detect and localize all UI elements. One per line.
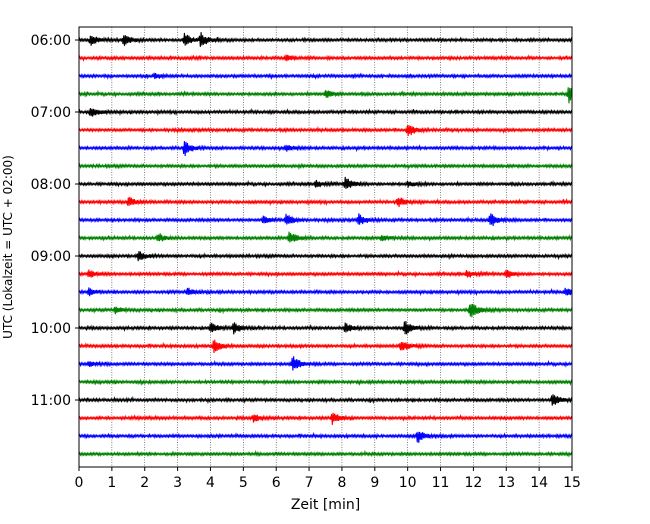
trace-1030 bbox=[78, 356, 573, 371]
x-tick-label: 6 bbox=[272, 475, 281, 491]
trace-1115 bbox=[78, 412, 573, 425]
y-tick-label: 06:00 bbox=[31, 33, 71, 49]
y-tick-label: 11:00 bbox=[31, 393, 71, 409]
x-tick-label: 3 bbox=[173, 475, 182, 491]
trace-0845 bbox=[78, 231, 573, 243]
x-tick-label: 11 bbox=[432, 475, 450, 491]
trace-1130 bbox=[78, 431, 573, 443]
plot-frame bbox=[78, 26, 573, 468]
trace-0900 bbox=[78, 251, 573, 262]
trace-0715 bbox=[78, 124, 573, 137]
trace-0830 bbox=[78, 213, 573, 227]
x-tick-label: 13 bbox=[497, 475, 515, 491]
x-tick-label: 5 bbox=[239, 475, 248, 491]
trace-1015 bbox=[78, 339, 573, 354]
x-tick-label: 14 bbox=[530, 475, 548, 491]
y-tick-label: 07:00 bbox=[31, 105, 71, 121]
trace-0645 bbox=[78, 87, 573, 104]
x-axis-label: Zeit [min] bbox=[291, 497, 360, 513]
x-tick-label: 4 bbox=[206, 475, 215, 491]
trace-0945 bbox=[78, 303, 573, 318]
trace-0745 bbox=[78, 162, 573, 171]
trace-0800 bbox=[78, 176, 573, 189]
trace-0730 bbox=[78, 141, 573, 156]
y-tick-label: 10:00 bbox=[31, 321, 71, 337]
trace-0630 bbox=[78, 72, 573, 81]
trace-1145 bbox=[78, 449, 573, 458]
trace-1000 bbox=[78, 321, 573, 335]
trace-layer bbox=[78, 32, 573, 458]
x-tick-label: 10 bbox=[399, 475, 417, 491]
x-tick-label: 1 bbox=[107, 475, 116, 491]
x-tick-label: 9 bbox=[370, 475, 379, 491]
trace-1100 bbox=[78, 394, 573, 406]
trace-0915 bbox=[78, 269, 573, 278]
x-tick-label: 15 bbox=[563, 475, 581, 491]
y-tick-label: 09:00 bbox=[31, 249, 71, 265]
trace-0700 bbox=[78, 107, 573, 117]
tick-layer: 0 1 2 3 4 5 6 7 8 9 10 11 12 13 14 1506:0007:0008:0009:… bbox=[31, 33, 581, 491]
trace-1045 bbox=[78, 378, 573, 387]
trace-0815 bbox=[78, 196, 573, 208]
x-tick-label: 12 bbox=[464, 475, 482, 491]
x-tick-label: 2 bbox=[140, 475, 149, 491]
trace-0930 bbox=[78, 287, 573, 297]
trace-0600 bbox=[78, 32, 573, 47]
x-tick-label: 0 bbox=[75, 475, 84, 491]
x-tick-label: 8 bbox=[337, 475, 346, 491]
trace-0615 bbox=[78, 54, 573, 63]
y-axis-label: UTC (Lokalzeit = UTC + 02:00) bbox=[1, 155, 15, 339]
x-tick-label: 7 bbox=[305, 475, 314, 491]
y-tick-label: 08:00 bbox=[31, 177, 71, 193]
